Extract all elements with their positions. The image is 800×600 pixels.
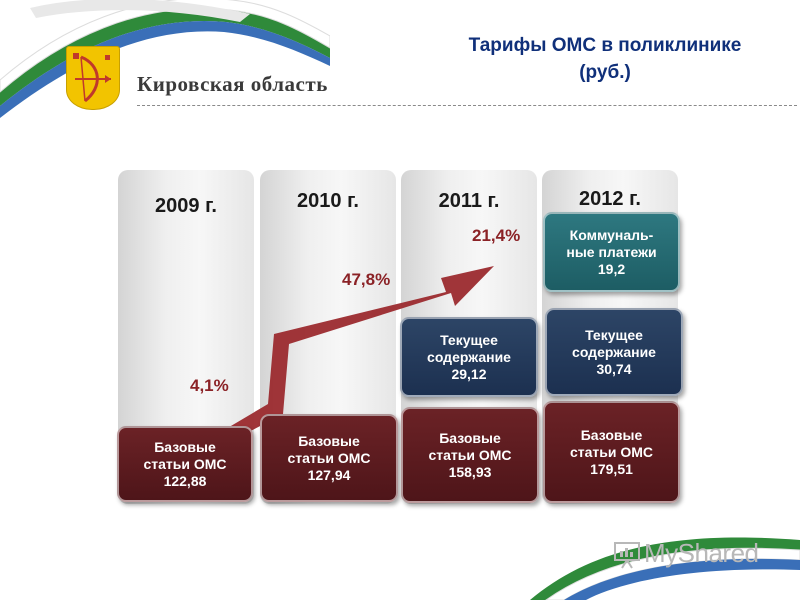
title-line-1: Тарифы ОМС в поликлинике [468, 35, 742, 56]
base-oms-label-line1: Базовые [298, 432, 360, 449]
base-oms-label-line1: Базовые [439, 429, 501, 446]
maintenance-label-line2: содержание [572, 343, 656, 360]
base-oms-label-line2: статьи ОМС [569, 443, 654, 460]
coat-of-arms-icon [66, 46, 120, 110]
base-oms-label-line2: статьи ОМС [287, 449, 371, 466]
base-oms-label-line2: статьи ОМС [428, 446, 512, 463]
maintenance-label-line2: содержание [427, 348, 511, 365]
region-name: Кировская область [137, 72, 328, 96]
watermark-text: MyShared [644, 538, 759, 568]
maintenance-value: 30,74 [596, 360, 632, 377]
growth-label-2012: 21,4% [472, 226, 521, 245]
maintenance-value: 29,12 [451, 365, 487, 382]
base-oms-box-2012: Базовые статьи ОМС 179,51 [543, 401, 680, 503]
base-oms-value: 179,51 [590, 460, 633, 477]
base-oms-value: 158,93 [448, 463, 492, 480]
year-label-2009: 2009 г. [155, 195, 217, 217]
header-divider [137, 105, 797, 106]
base-oms-label-line1: Базовые [580, 426, 643, 443]
maintenance-label-line1: Текущее [585, 326, 643, 343]
maintenance-box-2012: Текущее содержание 30,74 [545, 308, 683, 396]
base-oms-box-2010: Базовые статьи ОМС 127,94 [260, 414, 398, 502]
year-label-2012: 2012 г. [579, 188, 641, 210]
year-label-2011: 2011 г. [438, 190, 500, 212]
page-title: Тарифы ОМС в поликлинике (руб.) [420, 32, 790, 86]
maintenance-label-line1: Текущее [440, 331, 498, 348]
base-oms-box-2011: Базовые статьи ОМС 158,93 [401, 407, 539, 503]
utilities-label-line2: ные платежи [566, 243, 657, 260]
presentation-icon [614, 542, 640, 569]
growth-label-2010: 4,1% [190, 376, 229, 395]
base-oms-label-line1: Базовые [154, 438, 216, 455]
base-oms-value: 127,94 [307, 466, 351, 483]
year-label-2010: 2010 г. [297, 190, 359, 212]
growth-label-2011: 47,8% [342, 270, 391, 289]
base-oms-value: 122,88 [163, 472, 207, 489]
maintenance-box-2011: Текущее содержание 29,12 [400, 317, 538, 397]
title-line-2: (руб.) [579, 62, 631, 83]
utilities-box-2012: Коммуналь- ные платежи 19,2 [543, 212, 680, 292]
base-oms-label-line2: статьи ОМС [143, 455, 227, 472]
flag-ribbon-bottom [530, 537, 800, 600]
utilities-label-line1: Коммуналь- [569, 226, 654, 243]
base-oms-box-2009: Базовые статьи ОМС 122,88 [117, 426, 253, 502]
utilities-value: 19,2 [597, 260, 626, 277]
